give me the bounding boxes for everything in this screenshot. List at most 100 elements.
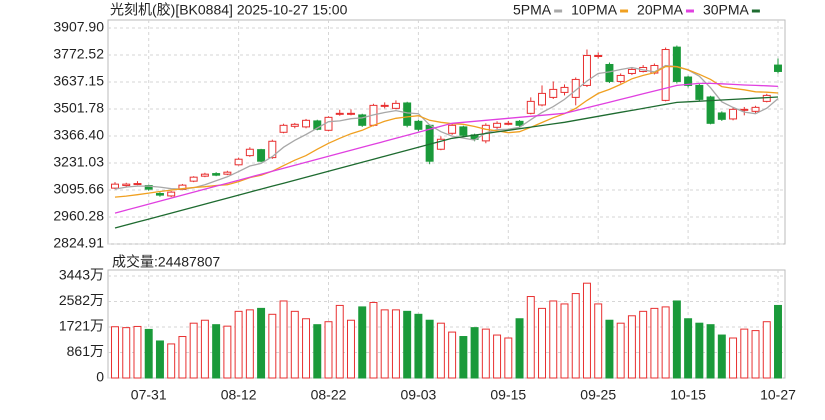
y-tick-label: 3231.03 <box>53 154 104 170</box>
volume-bar <box>459 336 468 379</box>
y-tick-label: 3366.40 <box>53 127 104 143</box>
x-tick-label: 09-03 <box>401 387 437 403</box>
candle-body <box>571 78 580 98</box>
candle-body <box>751 106 760 112</box>
chart-title: 光刻机(胶)[BK0884] 2025-10-27 15:00 <box>110 2 348 18</box>
candle-body <box>245 148 254 157</box>
volume-bar <box>200 319 209 379</box>
y-tick-label: 3772.52 <box>53 46 104 62</box>
volume-bar <box>223 325 232 379</box>
candle-body <box>695 84 704 100</box>
volume-bar <box>403 310 412 379</box>
volume-bar <box>436 322 445 379</box>
volume-bar <box>571 293 580 379</box>
legend-label: 20PMA <box>637 2 684 18</box>
candle-body <box>200 173 209 177</box>
volume-bar <box>111 326 119 379</box>
volume-bar <box>391 309 400 379</box>
candle-body <box>391 102 400 109</box>
volume-bar <box>616 322 625 379</box>
volume-bar <box>313 324 322 379</box>
volume-bar <box>324 321 333 379</box>
legend-label: 5PMA <box>513 2 552 18</box>
candle-body <box>549 88 558 98</box>
y-tick-label: 1721万 <box>59 318 104 334</box>
candle-body <box>582 55 591 86</box>
candle-body <box>279 124 288 133</box>
volume-title: 成交量:24487807 <box>112 254 220 270</box>
y-tick-label: 3501.78 <box>53 100 104 116</box>
candle-body <box>133 183 142 186</box>
ma-line <box>114 96 779 229</box>
candle-body <box>459 126 468 136</box>
candle-body <box>189 176 198 182</box>
volume-bar <box>605 319 614 379</box>
candle-body <box>661 49 670 101</box>
candle-body <box>268 140 277 159</box>
candle-body <box>358 114 367 126</box>
volume-bar <box>167 343 176 379</box>
volume-bar <box>346 319 355 379</box>
candle-body <box>448 124 457 134</box>
candle-body <box>672 46 681 82</box>
candle-body <box>155 193 164 196</box>
candle-body <box>414 120 423 130</box>
volume-bar <box>290 310 299 379</box>
candle-body <box>684 76 693 86</box>
volume-bar <box>178 336 187 379</box>
legend-label: 10PMA <box>571 2 618 18</box>
volume-bar <box>425 319 434 379</box>
candle-body <box>538 92 547 106</box>
candle-body <box>740 108 749 111</box>
volume-bar <box>189 322 198 379</box>
volume-bar <box>594 303 603 379</box>
y-tick-label: 3907.90 <box>53 19 104 35</box>
y-tick-label: 3637.15 <box>53 73 104 89</box>
volume-bar <box>762 321 771 379</box>
volume-bar <box>774 304 782 379</box>
volume-bar <box>695 322 704 379</box>
candle-body <box>111 183 119 189</box>
ma-line <box>114 64 779 190</box>
volume-bar <box>212 324 221 379</box>
x-tick-label: 09-25 <box>580 387 616 403</box>
volume-bar <box>414 313 423 379</box>
candle-body <box>774 64 782 72</box>
x-tick-label: 07-31 <box>131 387 167 403</box>
volume-bar <box>380 309 389 379</box>
candle-body <box>122 183 131 187</box>
volume-bar <box>122 327 131 379</box>
legend-label: 30PMA <box>703 2 750 18</box>
candle-body <box>504 122 513 125</box>
candle-body <box>346 112 355 115</box>
y-tick-label: 2824.91 <box>53 235 104 251</box>
volume-bar <box>560 303 569 379</box>
volume-bar <box>144 328 153 379</box>
volume-bar <box>302 318 311 379</box>
candle-body <box>762 94 771 102</box>
volume-bar <box>234 310 243 379</box>
volume-bar <box>279 300 288 379</box>
volume-bar <box>729 337 738 379</box>
x-tick-label: 08-12 <box>221 387 257 403</box>
volume-bar <box>582 282 591 379</box>
volume-bar <box>335 304 344 379</box>
volume-bar <box>538 307 547 379</box>
volume-bar <box>706 324 715 379</box>
volume-bar <box>358 306 367 379</box>
candle-body <box>290 123 299 127</box>
volume-bar <box>257 307 266 379</box>
y-tick-label: 0 <box>96 369 104 385</box>
volume-bar <box>661 306 670 379</box>
volume-bar <box>515 318 524 379</box>
y-tick-label: 2582万 <box>59 292 104 308</box>
y-tick-label: 3095.66 <box>53 181 104 197</box>
price-frame <box>107 19 786 245</box>
volume-bar <box>245 309 254 379</box>
candle-body <box>493 122 502 128</box>
candle-body <box>403 102 412 126</box>
volume-bar <box>717 334 726 379</box>
candle-body <box>515 120 524 126</box>
candle-body <box>436 138 445 150</box>
